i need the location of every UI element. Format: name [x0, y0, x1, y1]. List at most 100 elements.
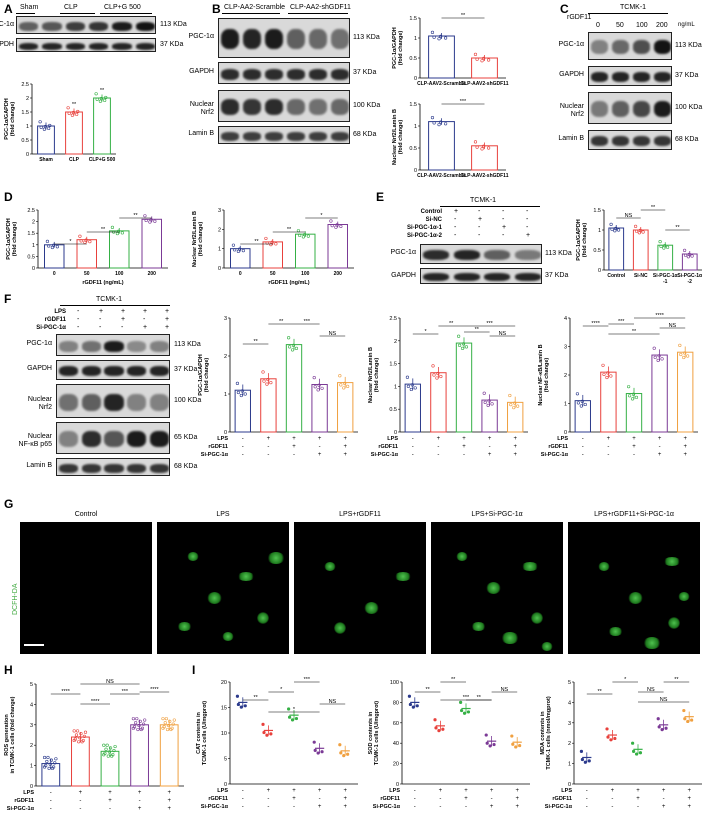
significance-label: ****	[61, 689, 70, 695]
data-point	[287, 336, 291, 340]
data-point	[663, 243, 667, 248]
panel-e-conditions-row-label: Si-PGC-1α-1	[406, 225, 442, 231]
data-point	[50, 245, 54, 250]
x-tick-label: -1	[663, 279, 668, 285]
y-tick-label: 1.5	[21, 110, 29, 116]
panel-b-blot-band	[286, 99, 306, 115]
data-point	[80, 740, 84, 744]
panel-b-row-label: Nuclear Nrf2	[189, 101, 214, 116]
significance-label: **	[279, 319, 284, 325]
data-point	[413, 386, 417, 390]
panel-c-row-label: PGC-1α	[558, 41, 584, 48]
data-point	[415, 704, 419, 708]
data-point	[482, 144, 486, 148]
panel-e-blot-gapdh-band	[484, 273, 511, 281]
data-point	[42, 755, 47, 760]
x-tick-label: CLP-AAV2-shGDF11	[461, 81, 509, 87]
x-condition-label: rGDF11	[380, 796, 400, 802]
panel-c-blot-band	[611, 40, 630, 54]
data-point	[134, 721, 138, 725]
bar	[234, 389, 251, 433]
panel-b-blot-band	[264, 131, 284, 141]
x-condition-mark: -	[439, 804, 441, 810]
x-condition-mark: -	[582, 436, 584, 442]
panel-f-blot-band	[127, 431, 147, 447]
panel-a-blot-gapdh	[16, 38, 156, 52]
panel-b-blot	[218, 62, 350, 84]
x-tick-label: 0	[239, 271, 242, 277]
x-condition-mark: +	[318, 804, 322, 810]
panel-c-kda: 113 KDa	[675, 42, 702, 49]
data-point	[606, 735, 610, 739]
x-condition-label: LPS	[217, 436, 228, 442]
significance-label: **	[449, 321, 454, 327]
significance-label: **	[651, 205, 656, 211]
data-point	[658, 239, 662, 244]
x-condition-label: Si-PGC-1α	[373, 804, 401, 810]
data-point	[143, 718, 147, 722]
y-tick-label: 1.5	[27, 231, 35, 237]
panel-e-conditions-row-label: Si-PGC-1α-2	[406, 233, 442, 239]
panel-e-chart: 0 0.5 1 1.5 PGC-1α/GAPDH (fold change) Control…	[576, 205, 703, 285]
bar	[130, 724, 149, 787]
data-point	[480, 59, 484, 63]
data-point	[686, 719, 690, 724]
x-condition-mark: -	[242, 804, 244, 810]
x-condition-label: rGDF11	[548, 444, 568, 450]
x-condition-mark: +	[167, 790, 171, 796]
data-point	[120, 231, 124, 235]
panel-c-row-label: Nuclear Nrf2	[559, 103, 584, 118]
x-condition-mark: +	[464, 788, 468, 794]
panel-g-fluorescent-cell	[608, 627, 623, 636]
panel-a-blot-pgc1a-band	[112, 21, 132, 31]
data-point	[239, 393, 243, 398]
data-point	[483, 400, 487, 404]
data-point	[241, 248, 245, 253]
x-condition-mark: +	[292, 444, 296, 450]
data-point	[460, 708, 464, 713]
panel-f-conditions-mark: -	[121, 324, 124, 331]
panel-b-blot-band	[286, 29, 306, 49]
x-condition-mark: -	[109, 806, 111, 812]
y-tick-label: 2	[568, 741, 571, 747]
panel-f-conditions-mark: +	[165, 324, 170, 331]
data-point	[110, 225, 115, 230]
data-point	[298, 233, 302, 237]
panel-f-blot-band	[81, 366, 101, 376]
data-point	[444, 36, 448, 40]
panel-g-fluorescent-cell	[257, 612, 269, 624]
data-point	[436, 371, 440, 376]
panel-f-row-label: PGC-1α	[26, 340, 52, 347]
data-point	[614, 226, 618, 231]
panel-g-title: LPS	[216, 511, 230, 518]
x-condition-label: LPS	[557, 436, 568, 442]
data-point	[683, 351, 687, 355]
x-tick-label: Control	[607, 273, 625, 279]
x-condition-mark: +	[464, 796, 468, 802]
x-condition-mark: -	[663, 796, 665, 802]
data-point	[487, 146, 491, 150]
data-point	[264, 236, 268, 241]
panel-g-fluorescent-cell	[187, 552, 199, 561]
data-point	[473, 140, 478, 144]
data-point	[482, 391, 486, 395]
panel-b-row-label: Lamin B	[188, 130, 214, 137]
data-point	[606, 371, 610, 375]
panel-a-blot-pgc1a	[16, 16, 156, 34]
panel-g-fluorescent-cell	[207, 592, 222, 604]
x-condition-label: rGDF11	[14, 798, 34, 804]
data-point	[161, 726, 165, 730]
panel-g-title: LPS+Si-PGC-1α	[471, 511, 523, 518]
data-point	[47, 766, 51, 770]
y-tick-label: 2	[26, 96, 29, 102]
x-condition-label: rGDF11	[208, 444, 228, 450]
panel-letter-I: I	[192, 663, 196, 677]
panel-letter-B: B	[212, 2, 221, 16]
y-axis-label: SOD contents in	[368, 711, 374, 754]
y-tick-label: 2	[218, 227, 221, 233]
data-point	[513, 401, 517, 405]
panel-e-conditions-mark: -	[478, 224, 481, 231]
y-tick-label: 5	[568, 680, 571, 686]
data-point	[511, 742, 515, 746]
panel-g-fluorescent-cell	[628, 592, 643, 604]
